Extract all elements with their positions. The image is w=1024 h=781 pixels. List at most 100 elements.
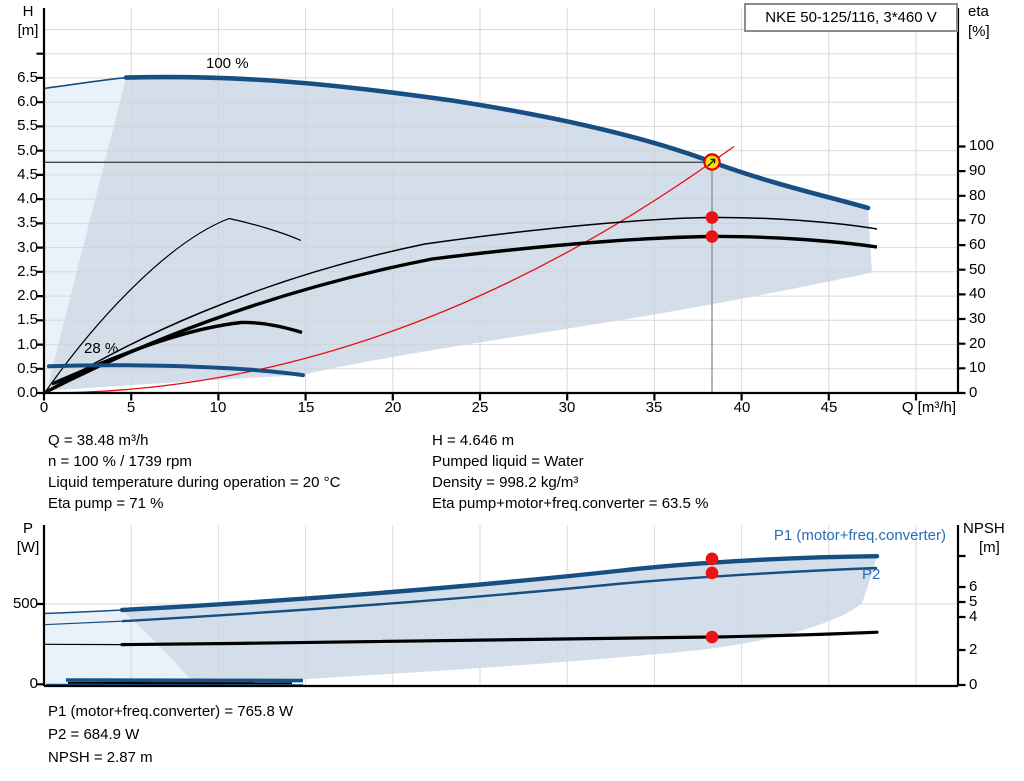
eta-tick-label: 90: [969, 162, 986, 179]
q-tick-label: 45: [820, 399, 838, 416]
eta-pump-curve-reduced-speed: [45, 217, 302, 392]
eta-axis-name: eta: [968, 3, 989, 20]
p1-dot: [705, 552, 719, 566]
h-tick-label: 0.5: [17, 360, 38, 377]
q-tick-label: 25: [471, 399, 489, 416]
eta-total-dot: [705, 230, 719, 243]
h-tick-label: 0.0: [17, 384, 38, 401]
h-tick-label: 5.5: [17, 117, 38, 134]
power-text-line: NPSH = 2.87 m: [48, 749, 153, 766]
eta-total-curve-reduced-speed: [51, 320, 303, 386]
h-tick-label: 2.5: [17, 263, 38, 280]
h-axis-unit: [m]: [17, 22, 39, 39]
eta-tick-label: 10: [969, 359, 986, 376]
eta-pump-dot: [705, 211, 719, 224]
head-axes: [36, 8, 966, 401]
eta-axis-unit: [%]: [968, 23, 990, 40]
h-tick-label: 6.5: [17, 69, 38, 86]
eta-tick-label: 100: [969, 137, 995, 154]
h-tick-label: 3.0: [17, 239, 38, 256]
h-tick-label: 1.0: [17, 336, 38, 353]
eta-tick-label: 30: [969, 310, 986, 327]
q-tick-label: 30: [558, 399, 576, 416]
p1-curve-label: P1 (motor+freq.converter): [773, 527, 946, 544]
power-envelope-fill: [122, 556, 877, 686]
pump-curve-28pct: [47, 363, 305, 378]
duty-text-line: Q = 38.48 m³/h: [48, 432, 149, 449]
p-tick-label: 0: [29, 675, 38, 692]
q-tick-label: 10: [209, 399, 227, 416]
speed-label-28pct: 28 %: [84, 340, 119, 357]
eta-tick-label: 70: [969, 211, 986, 228]
power-text-line: P2 = 684.9 W: [48, 726, 140, 743]
eta-total-curve: [43, 234, 878, 395]
power-data-block: P1 (motor+freq.converter) = 765.8 W P2 =…: [48, 700, 293, 769]
q-tick-label: 5: [126, 399, 136, 416]
h-tick-label: 1.5: [17, 311, 38, 328]
npsh-axis-unit: [m]: [979, 539, 1000, 556]
h-tick-label: 2.0: [17, 287, 38, 304]
npsh-dot: [705, 630, 719, 644]
npsh-tick-label: 6: [969, 578, 978, 595]
power-chart: [36, 525, 966, 688]
p2-curve-label: P2: [862, 566, 881, 583]
pump-title-box: NKE 50-125/116, 3*460 V: [744, 3, 958, 32]
duty-text-line: Eta pump+motor+freq.converter = 63.5 %: [432, 495, 709, 512]
p-axis-name: P: [22, 520, 33, 537]
pump-curve-100pct: [123, 74, 871, 211]
p-axis-unit: [W]: [16, 539, 40, 556]
npsh-tick-label: 2: [969, 641, 978, 658]
h-tick-label: 4.0: [17, 190, 38, 207]
h-tick-label: 4.5: [17, 166, 38, 183]
duty-text-line: Pumped liquid = Water: [432, 453, 584, 470]
system-curve: [43, 145, 735, 394]
npsh-tick-label: 4: [969, 608, 978, 625]
duty-point-data-right: H = 4.646 m Pumped liquid = Water Densit…: [432, 430, 708, 514]
h-tick-label: 3.5: [17, 214, 38, 231]
p2-curve-lead: [43, 620, 123, 626]
head-envelope-fill: [46, 77, 872, 392]
speed-label-100pct: 100 %: [206, 55, 249, 72]
p1-curve-lead: [43, 609, 123, 615]
p2-curve: [121, 566, 878, 623]
h-tick-label: 6.0: [17, 93, 38, 110]
eta-tick-label: 40: [969, 285, 986, 302]
q-tick-label: 40: [733, 399, 751, 416]
pump-curve-100pct-lead: [43, 76, 127, 90]
eta-tick-label: 0: [969, 384, 978, 401]
eta-tick-label: 20: [969, 335, 986, 352]
p1-curve: [119, 554, 880, 613]
power-text-line: P1 (motor+freq.converter) = 765.8 W: [48, 703, 294, 720]
duty-text-line: Eta pump = 71 %: [48, 495, 164, 512]
duty-text-line: Liquid temperature during operation = 20…: [48, 474, 341, 491]
power-envelope-fill-light: [44, 610, 196, 686]
npsh-tick-label: 0: [969, 676, 978, 693]
npsh-curve: [120, 630, 879, 647]
eta-tick-label: 50: [969, 261, 986, 278]
duty-text-line: Density = 998.2 kg/m³: [432, 474, 579, 491]
duty-point-marker[interactable]: [703, 153, 721, 171]
head-envelope-fill-light: [44, 77, 126, 393]
npsh-tick-label: 5: [969, 593, 978, 610]
h-tick-label: 5.0: [17, 142, 38, 159]
duty-point-data-left: Q = 38.48 m³/h n = 100 % / 1739 rpm Liqu…: [48, 430, 340, 514]
q-tick-label: 15: [297, 399, 315, 416]
h-axis-name: H: [22, 3, 34, 20]
q-tick-label: 20: [384, 399, 402, 416]
p-tick-label: 500: [12, 595, 38, 612]
eta-tick-label: 80: [969, 187, 986, 204]
duty-text-line: H = 4.646 m: [432, 432, 515, 449]
duty-text-line: n = 100 % / 1739 rpm: [48, 453, 192, 470]
power-axes: [36, 525, 966, 688]
p2-dot: [705, 566, 719, 580]
q-tick-label: 0: [39, 399, 49, 416]
npsh-axis-name: NPSH: [963, 520, 1005, 537]
head-chart: [36, 8, 966, 401]
eta-tick-label: 60: [969, 236, 986, 253]
q-tick-label: 35: [645, 399, 663, 416]
p1-curve-28pct: [65, 678, 304, 683]
q-axis-label: Q [m³/h]: [901, 399, 956, 416]
eta-pump-curve: [43, 216, 878, 394]
